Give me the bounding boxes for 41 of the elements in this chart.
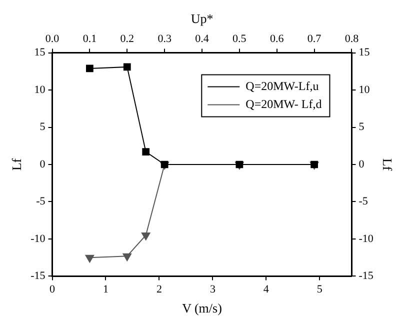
point [123,63,131,71]
x2-tick-label: 0.1 [82,33,97,46]
y-tick-label: -5 [36,196,46,208]
y-tick-label: 0 [40,158,46,170]
x-tick-label: 0 [50,284,56,296]
point [86,64,94,72]
x2-tick-label: 0.0 [45,33,60,46]
x2-tick-label: 0.5 [232,33,247,46]
x2-tick-label: 0.4 [195,33,210,46]
y2-axis-title: Lf [380,158,395,172]
x2-tick-label: 0.8 [344,33,360,46]
y2-tick-label: -10 [358,232,374,245]
x2-tick-label: 0.6 [270,33,284,46]
x-tick-label: 5 [316,284,323,296]
y2-tick-label: 5 [358,121,365,134]
y2-tick-label: -15 [358,270,374,282]
point [85,254,94,263]
point [141,232,150,240]
y-tick-label: -10 [30,232,46,245]
x2-axis-title: Up* [190,11,214,26]
y2-tick-label: 10 [358,84,370,96]
y-tick-label: 15 [34,46,46,59]
point [122,253,132,262]
x-axis-title: V (m/s) [182,300,222,316]
legend-label: Q=20MW- Lf,d [246,96,322,111]
point [142,148,150,156]
y-axis-title: Lf [9,158,24,171]
x-tick-label: 4 [263,284,270,296]
x-tick-label: 2 [156,284,162,296]
y2-tick-label: 15 [358,46,370,59]
x2-tick-label: 0.7 [307,33,322,46]
legend-label: Q=20MW-Lf,u [246,78,319,93]
y2-tick-label: 0 [358,158,365,170]
x-tick-label: 3 [210,284,216,296]
x2-tick-label: 0.2 [120,33,134,46]
x-tick-label: 1 [102,284,108,296]
y-tick-label: 5 [40,121,46,134]
y2-tick-label: -5 [358,196,368,208]
y-tick-label: -15 [30,270,46,282]
x2-tick-label: 0.3 [158,33,172,46]
y-tick-label: 10 [34,84,46,96]
